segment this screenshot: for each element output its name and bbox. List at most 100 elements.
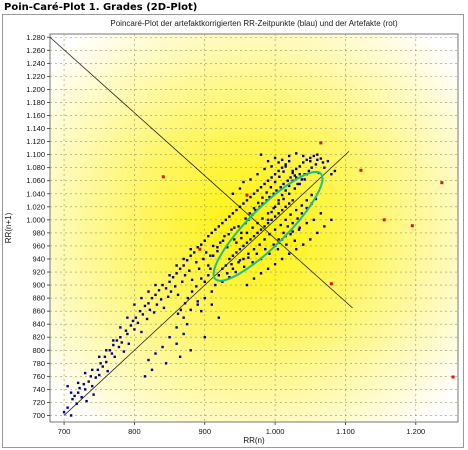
data-point	[212, 254, 215, 257]
data-point	[282, 182, 285, 186]
data-point	[278, 175, 281, 179]
data-point	[275, 189, 278, 192]
data-point	[237, 261, 240, 264]
data-point	[233, 226, 236, 229]
data-point	[112, 339, 115, 342]
data-point	[150, 368, 154, 372]
data-point	[233, 238, 236, 241]
data-point	[226, 246, 229, 249]
data-point	[235, 208, 238, 212]
y-tick-label: 720	[32, 398, 45, 407]
data-point	[293, 239, 296, 242]
data-point	[333, 169, 337, 173]
data-point	[76, 381, 80, 385]
data-point	[272, 192, 275, 195]
data-point	[175, 264, 178, 267]
data-point	[297, 228, 301, 231]
data-point	[168, 274, 171, 277]
data-point	[197, 267, 201, 270]
data-point	[188, 269, 191, 272]
y-tick-label: 1.040	[26, 189, 45, 198]
data-point	[256, 231, 259, 235]
data-point	[148, 308, 152, 312]
data-point	[270, 210, 273, 214]
data-point	[91, 384, 94, 388]
data-point	[279, 223, 282, 227]
data-point	[195, 285, 198, 288]
data-point	[164, 287, 168, 290]
data-point	[190, 278, 194, 282]
data-point	[277, 199, 280, 202]
data-point	[248, 212, 251, 215]
data-point	[245, 231, 249, 235]
data-point	[207, 274, 210, 277]
data-point	[186, 296, 190, 300]
x-axis-ticks: 700 800 900 1.000 1.100 1.200	[58, 422, 425, 436]
data-point	[255, 252, 259, 255]
data-point	[87, 380, 90, 383]
data-point	[182, 332, 185, 336]
data-point	[240, 231, 243, 235]
y-tick-label: 1.200	[26, 85, 45, 94]
data-point	[83, 388, 87, 391]
data-point	[129, 324, 133, 327]
data-point	[234, 270, 237, 274]
data-point	[280, 166, 284, 169]
data-point	[245, 199, 249, 202]
data-point	[316, 158, 319, 162]
data-point	[217, 225, 221, 228]
data-point	[245, 283, 249, 287]
data-point	[284, 205, 287, 209]
perpendicular-line	[50, 36, 353, 309]
data-point	[263, 225, 266, 228]
y-tick-label: 1.120	[26, 137, 45, 146]
data-point	[305, 221, 308, 225]
data-point	[193, 251, 196, 254]
data-point	[203, 239, 206, 242]
data-point	[270, 176, 273, 179]
data-point	[82, 382, 85, 386]
y-tick-label: 1.080	[26, 163, 45, 172]
data-point	[98, 355, 101, 358]
data-point	[280, 193, 284, 197]
data-point	[204, 251, 208, 254]
data-point	[98, 373, 101, 377]
data-point	[323, 225, 326, 228]
data-point	[196, 300, 199, 303]
artifact-point	[440, 181, 444, 185]
data-point	[272, 206, 275, 210]
data-point	[298, 182, 301, 186]
data-point	[287, 252, 291, 255]
y-tick-label: 840	[32, 320, 45, 329]
data-point	[273, 205, 277, 209]
data-point	[181, 280, 184, 283]
artifact-point	[410, 224, 414, 228]
data-point	[316, 231, 319, 235]
data-point	[196, 303, 199, 306]
data-point	[196, 246, 199, 249]
data-point	[291, 230, 294, 233]
data-point	[216, 246, 219, 249]
data-point	[305, 206, 308, 210]
data-point	[280, 158, 284, 162]
data-point	[270, 218, 273, 222]
sd-ellipse-shape	[212, 170, 324, 282]
data-point	[330, 173, 333, 176]
data-point	[202, 257, 205, 261]
data-point	[214, 228, 217, 231]
data-point	[256, 189, 259, 192]
data-point	[272, 243, 275, 246]
y-tick-label: 800	[32, 346, 45, 355]
y-tick-label: 1.280	[26, 33, 45, 42]
data-point	[300, 212, 304, 215]
data-point	[195, 261, 198, 264]
data-point	[291, 169, 294, 173]
data-point	[66, 406, 69, 409]
y-tick-label: 960	[32, 241, 45, 250]
y-axis-label: RR(n+1)	[4, 212, 13, 243]
data-point	[284, 189, 287, 192]
data-point	[310, 166, 313, 169]
data-point	[210, 290, 213, 293]
data-point	[273, 180, 277, 184]
